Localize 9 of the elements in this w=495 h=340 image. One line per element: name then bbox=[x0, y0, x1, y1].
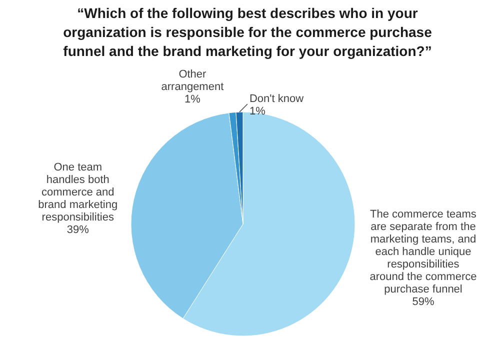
chart-title: “Which of the following best describes who in your organization is responsible for the commerce purchase funnel and the brand marketing for your organization?” bbox=[63, 5, 432, 59]
slice-label: Don't know bbox=[249, 92, 304, 105]
slice-label: The commerce teams are separate from the marketing teams, and each handle unique responsibilities around the commerce purchase funnel bbox=[370, 208, 477, 296]
data-label: 59% bbox=[412, 296, 434, 308]
slice-label: One team handles both commerce and brand marketing responsibilities bbox=[38, 162, 118, 224]
slice-label: Other arrangement bbox=[161, 68, 224, 93]
data-label: 1% bbox=[184, 93, 201, 106]
data-label: 39% bbox=[66, 224, 90, 236]
data-label: 1% bbox=[249, 105, 266, 118]
